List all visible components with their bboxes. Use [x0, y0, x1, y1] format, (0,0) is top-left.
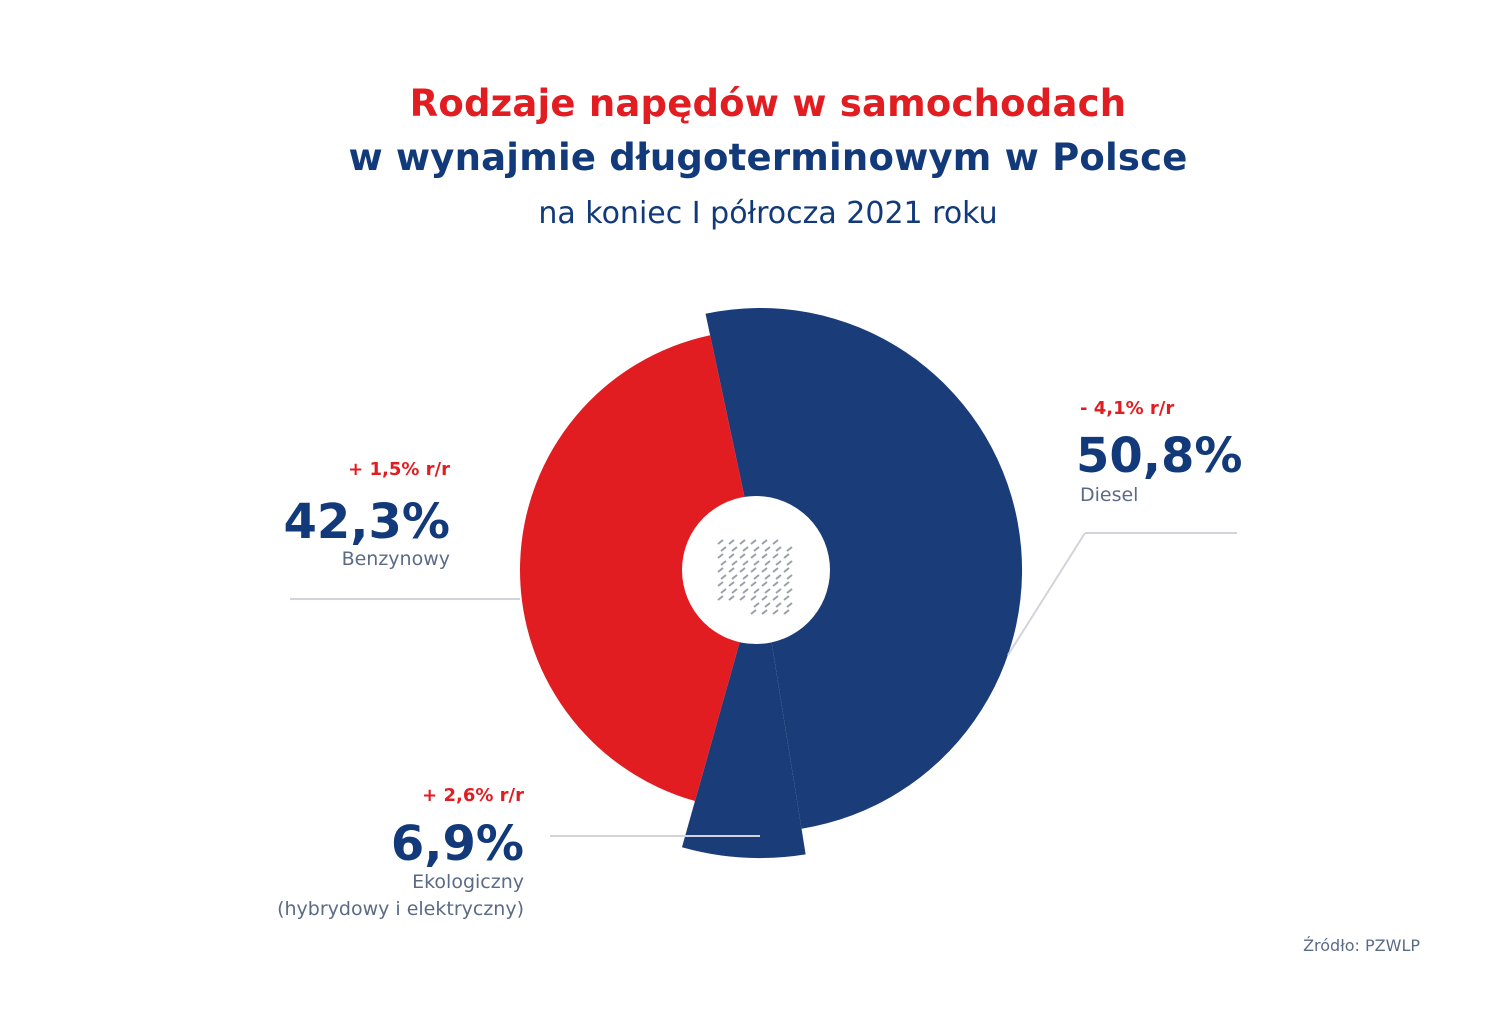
- benzynowy-change-label: + 1,5% r/r: [348, 459, 450, 480]
- chart-title-line1: Rodzaje napędów w samochodach: [409, 82, 1127, 125]
- ekologiczny-value-label: 6,9%: [390, 816, 524, 872]
- diesel-slice: [705, 307, 1023, 829]
- ekologiczny-change-label: + 2,6% r/r: [422, 785, 524, 806]
- benzynowy-value-label: 42,3%: [283, 494, 450, 550]
- poland-map-icon: [717, 539, 793, 615]
- chart-title-line2: w wynajmie długoterminowym w Polsce: [348, 136, 1188, 179]
- benzynowy-category-label: Benzynowy: [341, 548, 450, 570]
- ekologiczny-leader-line: [550, 835, 760, 837]
- donut-center: [682, 496, 830, 644]
- ekologiczny-category-label-line1: Ekologiczny: [412, 871, 524, 893]
- ekologiczny-category-label-line2: (hybrydowy i elektryczny): [277, 898, 524, 920]
- benzynowy-slice: [519, 335, 760, 802]
- diesel-leader-line: [1085, 532, 1237, 534]
- diesel-category-label: Diesel: [1080, 484, 1139, 506]
- diesel-change-label: - 4,1% r/r: [1080, 398, 1175, 419]
- chart-subtitle: na koniec I półrocza 2021 roku: [538, 196, 998, 231]
- ekologiczny-slice: [681, 570, 806, 859]
- diesel-value-label: 50,8%: [1076, 428, 1243, 484]
- benzynowy-leader-line: [290, 598, 520, 600]
- source-note: Źródło: PZWLP: [1303, 936, 1420, 955]
